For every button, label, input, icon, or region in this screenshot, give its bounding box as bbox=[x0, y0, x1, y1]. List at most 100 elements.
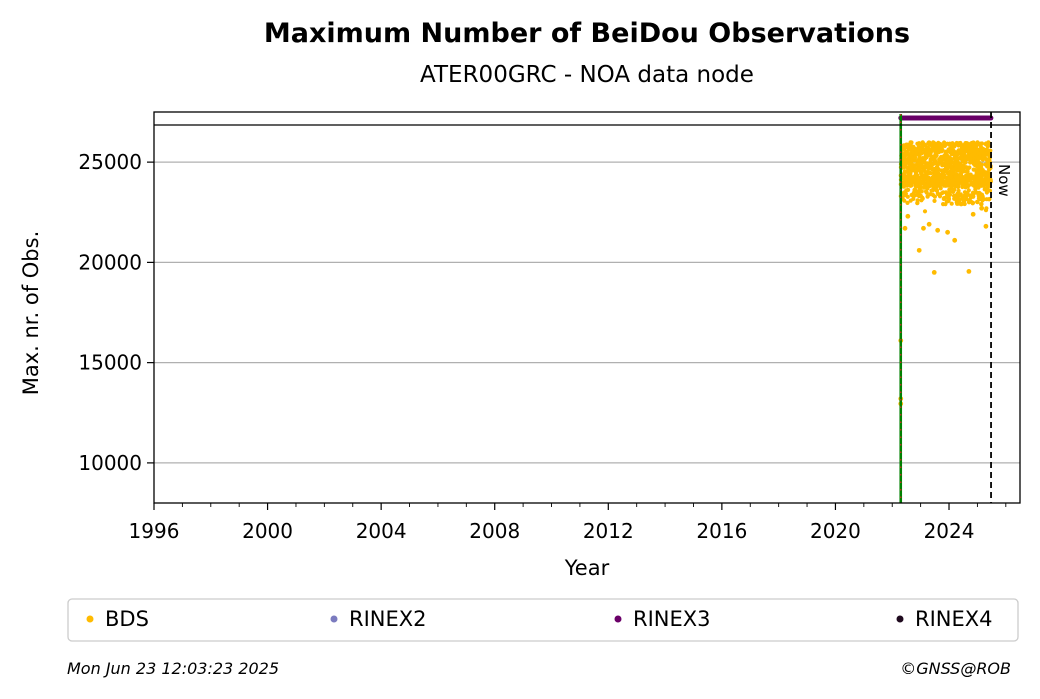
bds-point bbox=[906, 144, 911, 149]
bds-point bbox=[945, 229, 950, 235]
bds-point bbox=[909, 181, 914, 186]
bds-point bbox=[925, 194, 930, 199]
bds-point bbox=[933, 183, 938, 188]
bds-point bbox=[943, 179, 948, 185]
bds-point bbox=[947, 173, 952, 178]
bds-point bbox=[959, 143, 964, 149]
bds-point bbox=[916, 144, 921, 149]
x-tick-label: 2012 bbox=[583, 519, 634, 543]
legend: BDS RINEX2 RINEX3 RINEX4 bbox=[67, 598, 1019, 642]
bds-point bbox=[983, 186, 988, 192]
bds-point bbox=[903, 191, 908, 196]
bds-point bbox=[940, 170, 945, 175]
bds-point bbox=[956, 143, 961, 148]
bds-point bbox=[952, 153, 958, 158]
bds-point bbox=[971, 143, 977, 148]
legend-label-bds: BDS bbox=[105, 607, 149, 631]
legend-frame bbox=[67, 598, 1019, 642]
bds-point bbox=[933, 145, 938, 150]
bds-point bbox=[936, 142, 942, 147]
bds-point bbox=[966, 150, 971, 155]
bds-point bbox=[978, 166, 983, 171]
bds-point bbox=[951, 148, 956, 153]
bds-point bbox=[957, 197, 962, 202]
bds-point bbox=[978, 183, 983, 188]
bds-point bbox=[968, 141, 974, 146]
bds-point bbox=[979, 195, 984, 200]
bds-point bbox=[945, 199, 950, 204]
bds-point bbox=[956, 150, 961, 155]
bds-point bbox=[912, 146, 918, 151]
bds-point bbox=[935, 162, 940, 168]
bds-point bbox=[901, 165, 906, 170]
bds-point bbox=[925, 182, 931, 187]
bds-point bbox=[982, 182, 987, 187]
bds-point bbox=[965, 184, 971, 189]
bds-point bbox=[935, 169, 940, 174]
bds-point bbox=[984, 171, 989, 176]
bds-point bbox=[957, 173, 963, 178]
bds-point bbox=[966, 269, 972, 274]
bds-point bbox=[961, 197, 966, 202]
bds-point bbox=[965, 144, 970, 149]
bds-point bbox=[926, 221, 932, 227]
bds-point bbox=[930, 183, 935, 188]
x-tick-label: 2004 bbox=[356, 519, 407, 543]
bds-point bbox=[967, 165, 972, 170]
bds-point bbox=[901, 155, 906, 160]
bds-point bbox=[981, 152, 986, 157]
bds-point bbox=[983, 162, 988, 167]
bds-point bbox=[988, 177, 993, 182]
bds-point bbox=[984, 141, 989, 146]
bds-point bbox=[965, 169, 970, 174]
bds-point bbox=[901, 161, 906, 166]
bds-point bbox=[934, 187, 939, 193]
bds-point bbox=[957, 193, 963, 198]
bds-point bbox=[946, 183, 951, 188]
bds-point bbox=[930, 146, 935, 151]
bds-point bbox=[935, 227, 941, 233]
bds-point bbox=[952, 167, 957, 173]
bds-point bbox=[975, 200, 980, 205]
bds-point bbox=[961, 178, 966, 183]
bds-point bbox=[960, 166, 965, 171]
bds-point bbox=[906, 187, 911, 192]
bds-point bbox=[942, 163, 947, 168]
bds-point bbox=[923, 149, 928, 154]
bds-point bbox=[979, 148, 985, 153]
bds-point bbox=[911, 193, 916, 198]
reference-markers: Now bbox=[899, 112, 1013, 503]
y-tick-label: 20000 bbox=[78, 250, 142, 274]
bds-point bbox=[924, 153, 930, 158]
bds-point bbox=[954, 157, 959, 162]
bds-point bbox=[972, 175, 977, 180]
bds-point bbox=[940, 154, 946, 159]
bds-point bbox=[984, 190, 990, 195]
bds-point bbox=[952, 181, 957, 186]
x-tick-label: 2020 bbox=[810, 519, 861, 543]
bds-point bbox=[906, 158, 911, 163]
legend-marker-bds bbox=[86, 615, 94, 623]
bds-point bbox=[978, 191, 983, 196]
bds-point bbox=[931, 192, 936, 198]
bds-point bbox=[958, 162, 963, 167]
footer-timestamp: Mon Jun 23 12:03:23 2025 bbox=[67, 659, 279, 678]
bds-point bbox=[919, 163, 924, 168]
bds-point bbox=[973, 180, 978, 185]
bds-point bbox=[988, 148, 993, 153]
bds-point bbox=[983, 223, 989, 229]
bds-point bbox=[928, 142, 933, 147]
bds-point bbox=[924, 190, 929, 195]
legend-label-rinex2: RINEX2 bbox=[349, 607, 427, 631]
bds-point bbox=[960, 184, 965, 190]
x-tick-label: 2016 bbox=[696, 519, 747, 543]
bds-point bbox=[968, 199, 973, 204]
bds-point bbox=[956, 184, 961, 190]
bds-point bbox=[960, 148, 965, 153]
bds-point bbox=[911, 196, 916, 201]
bds-point bbox=[960, 181, 965, 186]
bds-point bbox=[950, 141, 955, 146]
bds-point bbox=[958, 201, 963, 206]
legend-label-rinex4: RINEX4 bbox=[915, 607, 993, 631]
bds-point bbox=[946, 195, 951, 200]
